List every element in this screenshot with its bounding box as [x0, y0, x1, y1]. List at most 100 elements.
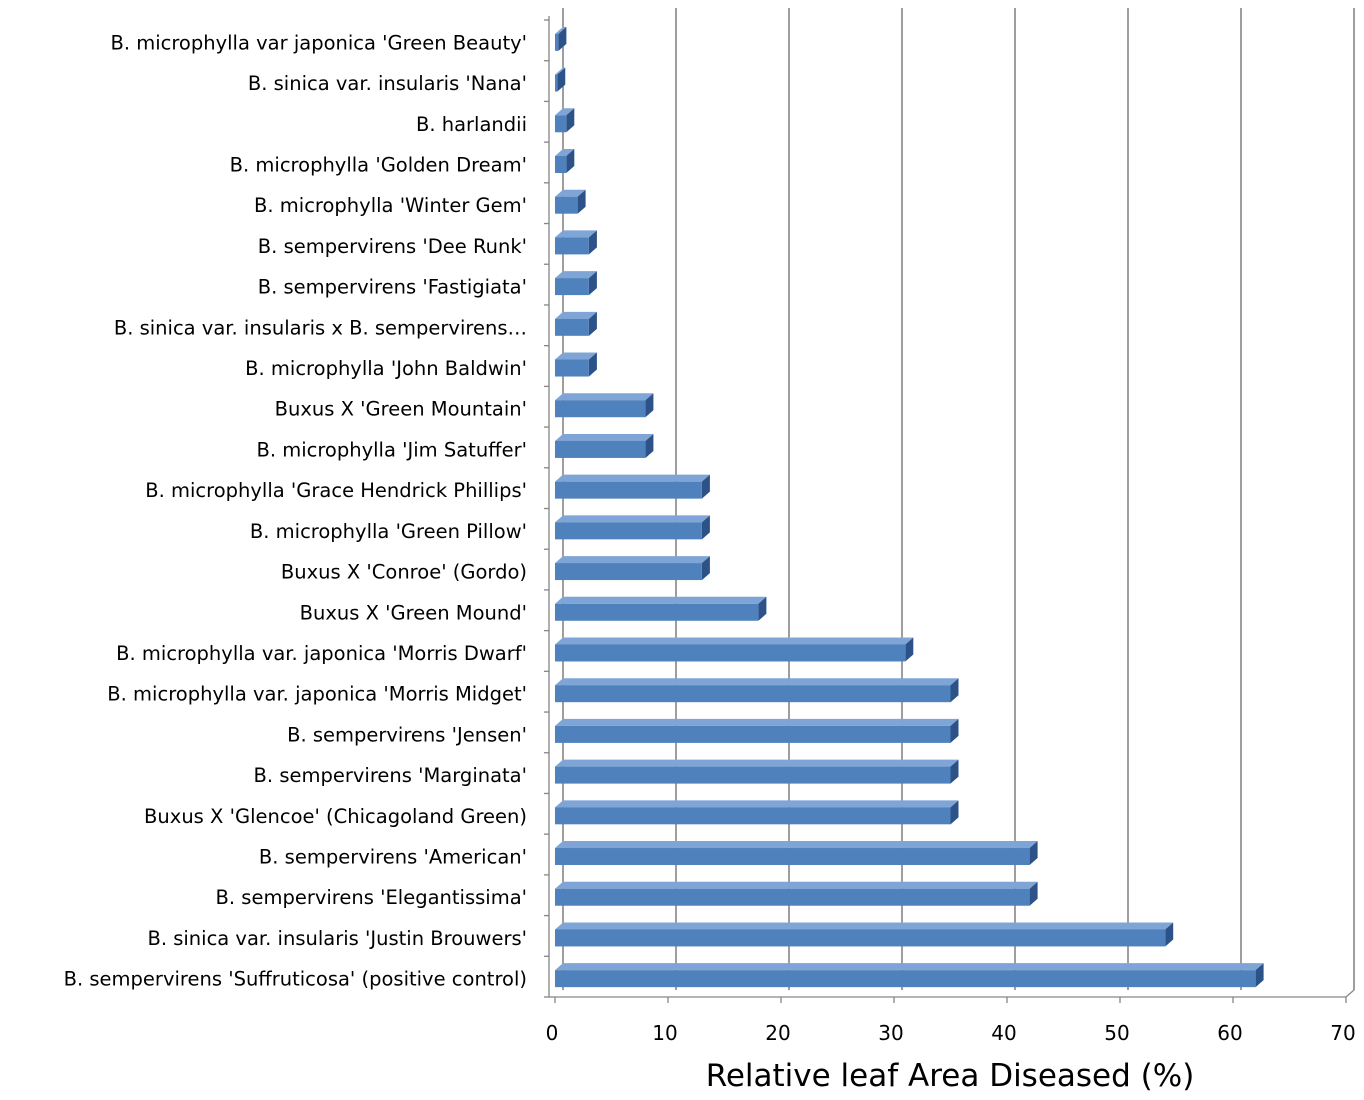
- category-label: B. sinica var. insularis x B. sempervire…: [114, 316, 527, 339]
- bar-side-face: [950, 800, 959, 825]
- bar-top-face: [555, 67, 566, 75]
- bar-top-face: [555, 596, 767, 604]
- bar-top-face: [555, 678, 959, 686]
- bar-side-face: [588, 230, 597, 255]
- bar-side-face: [950, 759, 959, 784]
- bar: [555, 400, 646, 418]
- bar: [555, 33, 559, 51]
- category-label: B. microphylla 'Grace Hendrick Phillips': [145, 479, 527, 502]
- category-label: B. sinica var. insularis 'Justin Brouwer…: [147, 927, 527, 950]
- bar-top-face: [555, 148, 575, 156]
- x-tick-label: 10: [652, 1021, 677, 1045]
- bar: [555, 359, 589, 377]
- bar-top-face: [555, 26, 567, 34]
- category-label: B. sempervirens 'Marginata': [254, 764, 527, 787]
- bar-top-face: [555, 352, 597, 360]
- bar-top-face: [555, 759, 959, 767]
- category-label: B. microphylla var. japonica 'Morris Dwa…: [116, 642, 527, 665]
- bar-top-face: [555, 474, 710, 482]
- x-tick-label: 0: [546, 1021, 559, 1045]
- bar: [555, 766, 951, 784]
- x-tick-label: 20: [765, 1021, 790, 1045]
- bar-side-face: [588, 352, 597, 377]
- category-label: B. sempervirens 'Dee Runk': [258, 235, 527, 258]
- bar-side-face: [588, 271, 597, 296]
- category-label: B. microphylla 'Jim Satuffer': [256, 438, 527, 461]
- x-axis-title: Relative leaf Area Diseased (%): [706, 1058, 1195, 1094]
- bar: [555, 929, 1166, 947]
- category-label: B. microphylla var japonica 'Green Beaut…: [110, 31, 527, 54]
- bar: [555, 603, 759, 621]
- bar: [555, 481, 702, 499]
- bar-top-face: [555, 841, 1038, 849]
- bar-side-face: [1029, 881, 1038, 906]
- bar-side-face: [645, 433, 654, 458]
- bar-side-face: [645, 393, 654, 418]
- bar: [555, 685, 951, 703]
- bar-side-face: [701, 556, 710, 581]
- bar-side-face: [566, 148, 575, 173]
- bar: [555, 196, 578, 214]
- category-label: B. microphylla 'Golden Dream': [230, 153, 527, 176]
- bar: [555, 644, 906, 662]
- bar: [555, 888, 1030, 906]
- bar-top-face: [555, 433, 654, 441]
- bar-side-face: [577, 189, 586, 214]
- bar: [555, 848, 1030, 866]
- category-label: B. harlandii: [416, 113, 527, 136]
- category-label: B. microphylla 'Green Pillow': [250, 520, 527, 543]
- bar-top-face: [555, 556, 710, 564]
- bar-top-face: [555, 230, 597, 238]
- bar: [555, 115, 567, 133]
- x-tick-label: 40: [991, 1021, 1016, 1045]
- bar: [555, 440, 646, 458]
- bar-top-face: [555, 922, 1174, 930]
- category-label: B. sinica var. insularis 'Nana': [248, 72, 527, 95]
- bar-top-face: [555, 271, 597, 279]
- bar: [555, 563, 702, 581]
- bar-top-face: [555, 881, 1038, 889]
- bar-side-face: [950, 678, 959, 703]
- bar-top-face: [555, 800, 959, 808]
- bar-side-face: [701, 515, 710, 540]
- bar: [555, 522, 702, 540]
- bar-side-face: [1165, 922, 1174, 947]
- category-label: Buxus X 'Green Mound': [300, 601, 527, 624]
- bar-top-face: [555, 393, 654, 401]
- bar: [555, 807, 951, 825]
- bar: [555, 278, 589, 296]
- bar: [555, 318, 589, 336]
- x-tick-label: 70: [1330, 1021, 1355, 1045]
- bar-top-face: [555, 189, 586, 197]
- bar-top-face: [555, 718, 959, 726]
- bar: [555, 725, 951, 743]
- floor-edge: [1345, 989, 1355, 998]
- category-label: Buxus X 'Glencoe' (Chicagoland Green): [144, 805, 527, 828]
- bar: [555, 237, 589, 255]
- bar-top-face: [555, 108, 575, 116]
- category-label: B. sempervirens 'Fastigiata': [258, 276, 527, 299]
- bar-top-face: [555, 515, 710, 523]
- category-label: Buxus X 'Conroe' (Gordo): [281, 561, 527, 584]
- bar: [555, 74, 558, 92]
- bar-top-face: [555, 637, 914, 645]
- category-label: B. sempervirens 'Jensen': [287, 723, 527, 746]
- bar-side-face: [558, 26, 567, 51]
- category-label: B. sempervirens 'Elegantissima': [216, 886, 527, 909]
- bar-side-face: [1255, 963, 1264, 988]
- bar-side-face: [905, 637, 914, 662]
- bar-side-face: [758, 596, 767, 621]
- bar: [555, 970, 1256, 988]
- category-label: B. microphylla var. japonica 'Morris Mid…: [107, 683, 527, 706]
- category-label: B. sempervirens 'Suffruticosa' (positive…: [64, 968, 527, 991]
- category-label: Buxus X 'Green Mountain': [275, 398, 527, 421]
- bar-top-face: [555, 311, 597, 319]
- bar-side-face: [566, 108, 575, 133]
- x-tick-label: 30: [878, 1021, 903, 1045]
- bar-side-face: [557, 67, 566, 92]
- bar-side-face: [701, 474, 710, 499]
- category-label: B. sempervirens 'American': [259, 846, 527, 869]
- bar: [555, 155, 567, 173]
- category-label: B. microphylla 'Winter Gem': [254, 194, 527, 217]
